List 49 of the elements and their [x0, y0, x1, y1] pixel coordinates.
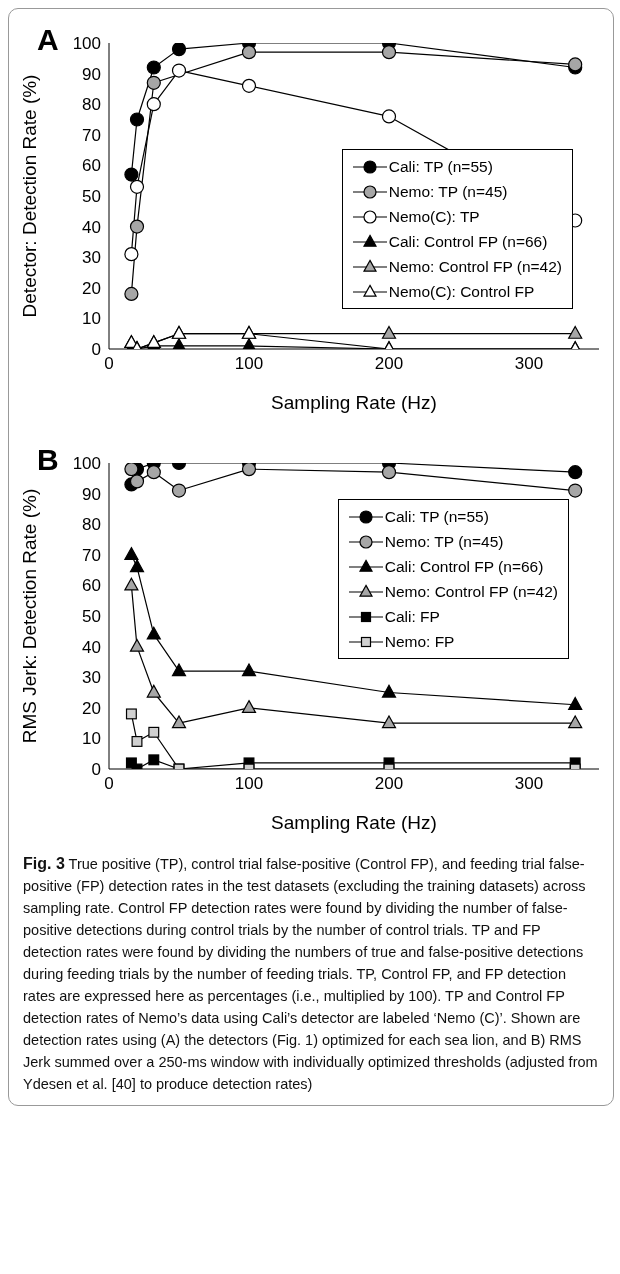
x-axis-title: Sampling Rate (Hz) — [271, 812, 437, 833]
y-tick-label: 60 — [82, 156, 101, 176]
legend-label: Nemo: Control FP (n=42) — [384, 582, 558, 601]
legend-label: Cali: Control FP (n=66) — [384, 557, 544, 576]
legend-label: Cali: FP — [384, 607, 440, 626]
legend-label: Nemo: Control FP (n=42) — [388, 257, 562, 276]
y-tick-label: 40 — [82, 637, 101, 657]
y-tick-label: 90 — [82, 484, 101, 504]
y-tick-label: 80 — [82, 515, 101, 535]
x-tick-label: 0 — [104, 774, 114, 794]
legend-label: Cali: TP (n=55) — [384, 507, 489, 526]
legend-label: Nemo: FP — [384, 632, 455, 651]
y-tick-label: 50 — [82, 607, 101, 627]
y-tick-label: 100 — [72, 34, 101, 54]
y-tick-label: 50 — [82, 187, 101, 207]
y-axis-title: RMS Jerk: Detection Rate (%) — [18, 488, 40, 744]
y-tick-label: 0 — [91, 340, 101, 360]
x-tick-label: 300 — [514, 354, 544, 374]
y-tick-label: 80 — [82, 95, 101, 115]
x-tick-label: 0 — [104, 354, 114, 374]
y-tick-label: 70 — [82, 545, 101, 565]
x-tick-label: 100 — [234, 774, 264, 794]
legend-label: Nemo: TP (n=45) — [384, 532, 504, 551]
x-tick-label: 200 — [374, 774, 404, 794]
y-tick-label: 10 — [82, 729, 101, 749]
y-tick-label: 20 — [82, 278, 101, 298]
y-tick-label: 70 — [82, 125, 101, 145]
x-tick-label: 300 — [514, 774, 544, 794]
y-tick-label: 20 — [82, 698, 101, 718]
chart-title: B — [37, 443, 59, 477]
y-axis-title: Detector: Detection Rate (%) — [18, 74, 40, 318]
legend-label: Nemo(C): TP — [388, 207, 480, 226]
y-tick-label: 90 — [82, 64, 101, 84]
legend-label: Cali: Control FP (n=66) — [388, 232, 548, 251]
y-tick-label: 0 — [91, 760, 101, 780]
legend-label: Cali: TP (n=55) — [388, 157, 493, 176]
y-tick-label: 30 — [82, 668, 101, 688]
text: Fig. 3 True positive (TP), control trial false-positive (Control FP), and feeding trial false-positive (FP) detection rates in the test datasets (excluding the training datasets) across sampling rate. Control FP detection rates were found by dividing the number of false-positive detections during control trials by the number of control trials. TP and FP detection rates were found by dividing the numbers of true and false-positive detections during feeding trials by the number of feeding trials. TP, Control FP, and FP detection rates are expressed here as percentages (i.e., multiplied by 100). TP and Control FP detection rates of Nemo’s data using Cali’s detector are labeled ‘Nemo (C)’. Shown are detection rates using (A) the detectors (Fig. 1) optimized for each sea lion, and B) RMS Jerk summed over a 250-ms window with individually optimized thresholds (adjusted from Ydesen et al. [40] to produce detection rates) — [23, 855, 598, 1092]
y-tick-label: 30 — [82, 248, 101, 268]
y-tick-label: 10 — [82, 309, 101, 329]
legend-label: Nemo(C): Control FP — [388, 282, 535, 301]
y-tick-label: 100 — [72, 454, 101, 474]
y-tick-label: 60 — [82, 576, 101, 596]
chart-title: A — [37, 23, 59, 57]
y-tick-label: 40 — [82, 217, 101, 237]
x-tick-label: 100 — [234, 354, 264, 374]
legend-label: Nemo: TP (n=45) — [388, 182, 508, 201]
x-tick-label: 200 — [374, 354, 404, 374]
x-axis-title: Sampling Rate (Hz) — [271, 392, 437, 413]
